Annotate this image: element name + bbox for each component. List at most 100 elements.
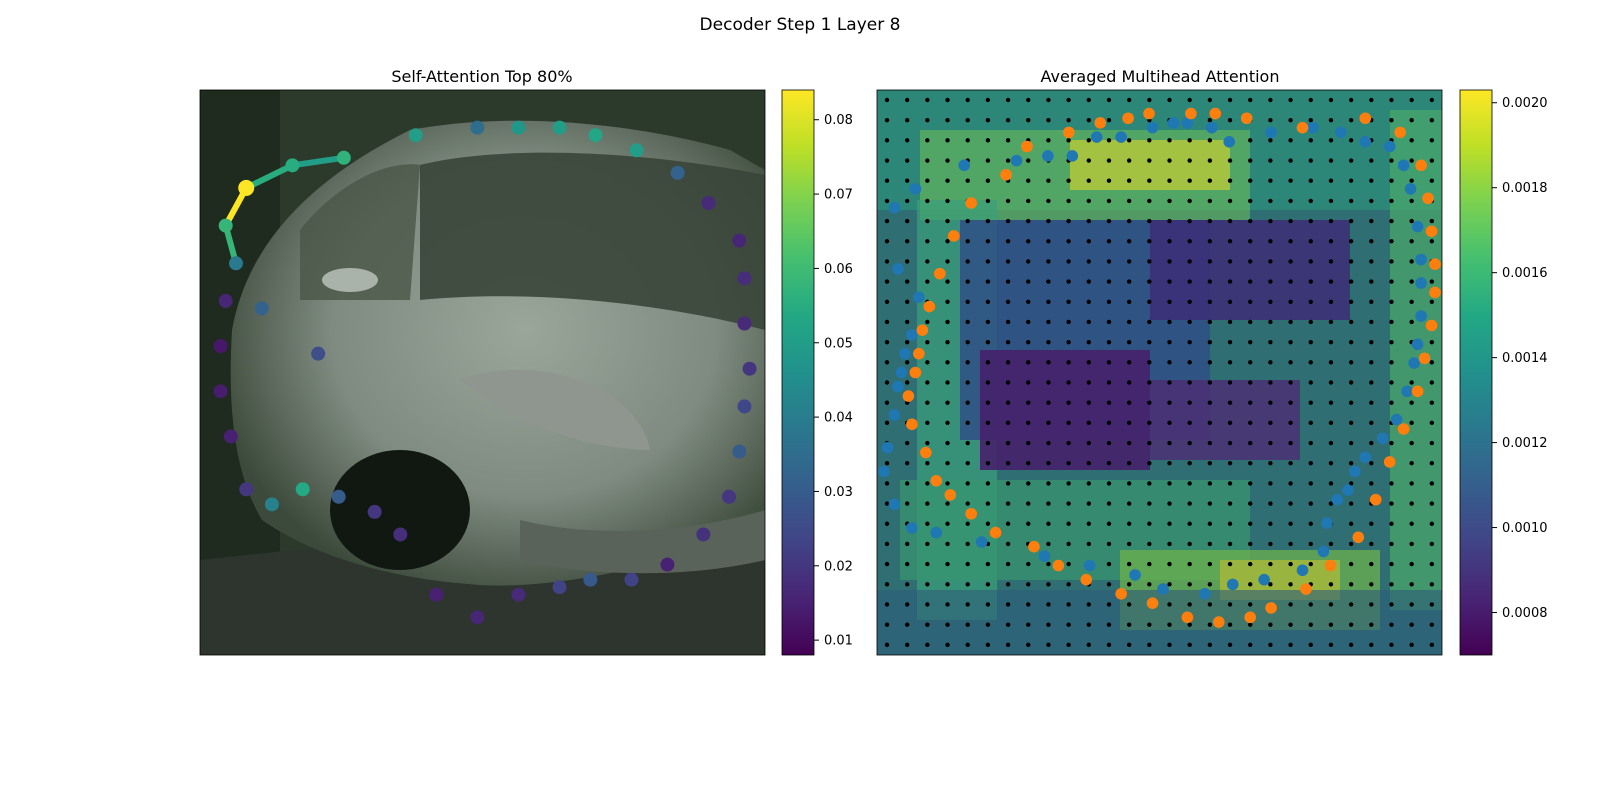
grid-dot (965, 541, 970, 547)
query-point-s0-11 (909, 183, 922, 195)
grid-dot (1268, 117, 1273, 123)
grid-dot (1187, 158, 1192, 163)
grid-dot (1328, 461, 1334, 466)
attention-point-9 (511, 120, 526, 135)
query-point-s0-39 (1359, 451, 1372, 464)
grid-dot (925, 239, 930, 244)
grid-dot (1429, 138, 1435, 143)
query-point-s0-47 (1415, 253, 1427, 266)
grid-dot (1328, 117, 1334, 123)
grid-dot (985, 642, 991, 648)
query-point-s1-15 (913, 347, 925, 360)
grid-dot (1126, 158, 1132, 163)
grid-dot (1026, 339, 1031, 345)
grid-dot (925, 360, 930, 365)
grid-dot (1288, 541, 1293, 547)
grid-dot (1389, 380, 1394, 385)
grid-dot (1348, 461, 1354, 466)
grid-dot (1126, 582, 1132, 587)
grid-dot (1005, 299, 1011, 304)
grid-dot (1227, 158, 1233, 163)
grid-dot (1369, 259, 1374, 264)
grid-dot (1086, 239, 1091, 244)
query-point-s0-31 (1226, 578, 1239, 591)
grid-dot (965, 239, 970, 244)
grid-dot (1369, 521, 1374, 526)
grid-dot (884, 198, 890, 204)
grid-dot (1086, 178, 1091, 183)
grid-dot (945, 440, 950, 446)
attention-point-29 (429, 587, 444, 602)
grid-dot (1187, 380, 1192, 385)
grid-dot (904, 138, 910, 143)
grid-dot (1348, 561, 1354, 567)
query-point-s1-20 (930, 474, 943, 487)
grid-dot (1369, 380, 1374, 385)
grid-dot (945, 117, 950, 123)
grid-dot (1369, 339, 1374, 345)
grid-dot (1106, 178, 1112, 183)
grid-dot (1328, 299, 1334, 304)
grid-dot (1187, 440, 1192, 446)
query-point-s0-29 (1157, 583, 1169, 595)
grid-dot (1288, 198, 1293, 204)
grid-dot (1187, 319, 1192, 325)
query-point-s1-31 (1244, 611, 1256, 624)
query-point-s0-0 (1223, 135, 1236, 148)
grid-dot (1348, 299, 1354, 304)
grid-dot (925, 582, 930, 587)
query-point-s0-36 (1331, 493, 1344, 506)
query-point-s0-45 (1415, 310, 1427, 322)
grid-dot (1409, 541, 1414, 547)
grid-dot (1207, 259, 1213, 264)
grid-dot (1409, 198, 1414, 204)
grid-dot (1005, 259, 1011, 264)
left-colorbar-tick-label-2: 0.03 (824, 485, 853, 500)
left-colorbar-tick-label-5: 0.06 (824, 262, 853, 277)
attention-point-38 (213, 339, 228, 354)
query-point-s0-32 (1258, 573, 1270, 586)
grid-dot (985, 420, 991, 426)
query-point-s0-2 (1181, 117, 1194, 129)
grid-dot (1147, 380, 1152, 385)
grid-dot (945, 360, 950, 365)
grid-dot (1207, 178, 1213, 183)
grid-dot (1348, 138, 1354, 143)
right-colorbar-ticks: 0.0008 0.0010 0.0012 0.0014 0.0016 0.0018 0.00… (1492, 96, 1548, 621)
grid-dot (1207, 158, 1213, 163)
grid-dot (1328, 501, 1334, 506)
grid-dot (1066, 239, 1071, 244)
grid-dot (1086, 138, 1091, 143)
query-point-s1-48 (1359, 112, 1372, 125)
grid-dot (1167, 521, 1172, 526)
grid-dot (904, 622, 910, 627)
grid-dot (1066, 319, 1071, 325)
grid-dot (1348, 339, 1354, 345)
grid-dot (1227, 178, 1233, 183)
grid-dot (1066, 541, 1071, 547)
attention-point-28 (470, 610, 485, 625)
attention-point-34 (264, 497, 279, 512)
grid-dot (1046, 117, 1051, 123)
grid-dot (965, 501, 970, 506)
grid-dot (1288, 279, 1293, 284)
grid-dot (1005, 400, 1011, 405)
grid-dot (1046, 360, 1051, 365)
grid-dot (1348, 582, 1354, 587)
attention-point-7 (408, 128, 423, 143)
grid-dot (1167, 461, 1172, 466)
attention-point-13 (670, 165, 685, 180)
grid-dot (1005, 561, 1011, 567)
grid-dot (1409, 440, 1414, 446)
grid-dot (1369, 360, 1374, 365)
attention-point-36 (223, 429, 238, 444)
grid-dot (945, 319, 950, 325)
grid-dot (1187, 178, 1192, 183)
grid-dot (1106, 299, 1112, 304)
grid-dot (1207, 541, 1213, 547)
grid-dot (1348, 642, 1354, 648)
query-point-s0-21 (878, 465, 890, 478)
grid-dot (1187, 299, 1192, 304)
grid-dot (1389, 259, 1394, 264)
grid-dot (1026, 501, 1031, 506)
